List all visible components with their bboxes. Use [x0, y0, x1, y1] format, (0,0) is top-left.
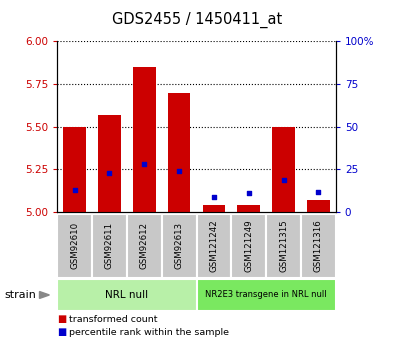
- Text: NR2E3 transgene in NRL null: NR2E3 transgene in NRL null: [205, 290, 327, 299]
- Text: transformed count: transformed count: [69, 315, 158, 324]
- Bar: [57, 214, 92, 278]
- Text: GSM121242: GSM121242: [209, 219, 218, 272]
- Point: [315, 189, 322, 195]
- Text: GSM92611: GSM92611: [105, 222, 114, 269]
- Polygon shape: [40, 292, 49, 298]
- Bar: [63, 127, 86, 212]
- Text: GSM121249: GSM121249: [244, 219, 253, 272]
- Text: NRL null: NRL null: [105, 290, 149, 300]
- Bar: [133, 67, 156, 212]
- Text: GSM92612: GSM92612: [140, 222, 149, 269]
- Bar: [307, 200, 330, 212]
- Bar: [203, 205, 225, 212]
- Bar: [162, 214, 197, 278]
- Text: GSM92610: GSM92610: [70, 222, 79, 269]
- Text: GDS2455 / 1450411_at: GDS2455 / 1450411_at: [112, 12, 283, 28]
- Bar: [301, 214, 336, 278]
- Bar: [57, 279, 197, 311]
- Text: GSM121315: GSM121315: [279, 219, 288, 272]
- Bar: [197, 214, 231, 278]
- Point: [71, 187, 78, 193]
- Bar: [266, 214, 301, 278]
- Point: [246, 191, 252, 196]
- Text: GSM92613: GSM92613: [175, 222, 184, 269]
- Point: [141, 161, 147, 167]
- Bar: [127, 214, 162, 278]
- Text: ■: ■: [57, 314, 66, 324]
- Bar: [92, 214, 127, 278]
- Bar: [231, 214, 266, 278]
- Bar: [197, 279, 336, 311]
- Bar: [237, 205, 260, 212]
- Point: [211, 194, 217, 199]
- Bar: [168, 92, 190, 212]
- Bar: [98, 115, 121, 212]
- Text: percentile rank within the sample: percentile rank within the sample: [69, 328, 229, 337]
- Text: ■: ■: [57, 327, 66, 337]
- Bar: [272, 127, 295, 212]
- Text: GSM121316: GSM121316: [314, 219, 323, 272]
- Text: strain: strain: [4, 290, 36, 300]
- Point: [176, 168, 182, 174]
- Point: [106, 170, 113, 176]
- Point: [280, 177, 287, 183]
